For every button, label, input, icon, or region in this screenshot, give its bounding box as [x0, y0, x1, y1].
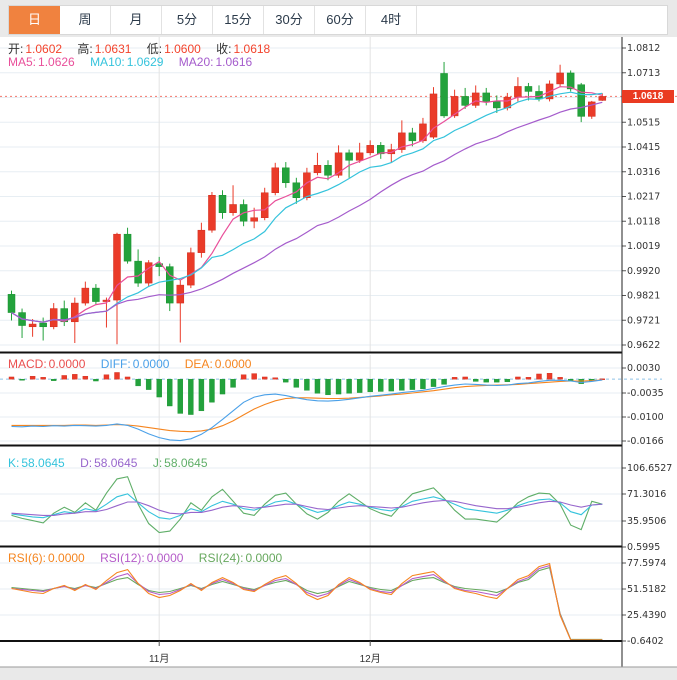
svg-text:0.5995: 0.5995	[627, 542, 660, 553]
svg-text:-0.0100: -0.0100	[627, 412, 664, 423]
macd-y-axis: 0.0030 -0.0035 -0.0100 -0.0166	[622, 363, 664, 447]
ma5-line	[11, 86, 603, 323]
tab-month[interactable]: 月	[111, 6, 162, 34]
period-toolbar: 日周月 5分 15分 30分 60分 4时	[8, 5, 668, 35]
tab-day[interactable]: 日	[9, 6, 60, 34]
svg-text:51.5182: 51.5182	[627, 584, 666, 595]
candles-layer	[7, 61, 607, 345]
svg-text:1.0118: 1.0118	[627, 216, 660, 227]
svg-text:1.0515: 1.0515	[627, 117, 660, 128]
svg-text:0.0030: 0.0030	[627, 363, 660, 374]
main-grid-layer	[0, 37, 622, 352]
kdj-y-axis: 106.6527 71.3016 35.9506 0.5995	[622, 463, 672, 553]
svg-text:1.0217: 1.0217	[627, 192, 660, 203]
svg-text:1.0316: 1.0316	[627, 167, 660, 178]
svg-text:1.0713: 1.0713	[627, 68, 660, 79]
ma20-line	[11, 101, 603, 323]
svg-text:106.6527: 106.6527	[627, 463, 672, 474]
macd-grid-layer	[0, 355, 622, 445]
svg-text:71.3016: 71.3016	[627, 489, 666, 500]
toolbar-filler	[417, 6, 667, 34]
svg-text:0.9622: 0.9622	[627, 340, 660, 351]
main-y-axis: 1.0812 1.0713 1.0515 1.0415 1.0316 1.0217 1.01…	[622, 43, 660, 351]
rsi-y-axis: 77.5974 51.5182 25.4390 -0.6402	[622, 558, 666, 647]
d-line	[11, 499, 603, 516]
rsi6-line	[11, 562, 603, 641]
svg-text:-0.0166: -0.0166	[627, 436, 664, 447]
svg-text:1.0415: 1.0415	[627, 142, 660, 153]
rsi24-line	[11, 566, 603, 640]
svg-text:1.0019: 1.0019	[627, 241, 660, 252]
svg-text:0.9721: 0.9721	[627, 315, 660, 326]
svg-text:25.4390: 25.4390	[627, 610, 666, 621]
svg-text:77.5974: 77.5974	[627, 558, 666, 569]
tab-4hour[interactable]: 4时	[366, 6, 417, 34]
svg-text:0.9920: 0.9920	[627, 266, 660, 277]
svg-text:0.9821: 0.9821	[627, 291, 660, 302]
tab-30min[interactable]: 30分	[264, 6, 315, 34]
ma10-line	[11, 91, 603, 323]
svg-text:-0.6402: -0.6402	[627, 636, 664, 647]
tab-15min[interactable]: 15分	[213, 6, 264, 34]
rsi12-line	[11, 564, 603, 641]
tab-60min[interactable]: 60分	[315, 6, 366, 34]
j-line	[11, 476, 603, 534]
k-line	[11, 493, 603, 520]
svg-text:1.0812: 1.0812	[627, 43, 660, 54]
diff-line	[11, 379, 603, 442]
svg-text:-0.0035: -0.0035	[627, 388, 664, 399]
tab-week[interactable]: 周	[60, 6, 111, 34]
tab-5min[interactable]: 5分	[162, 6, 213, 34]
svg-text:35.9506: 35.9506	[627, 516, 666, 527]
